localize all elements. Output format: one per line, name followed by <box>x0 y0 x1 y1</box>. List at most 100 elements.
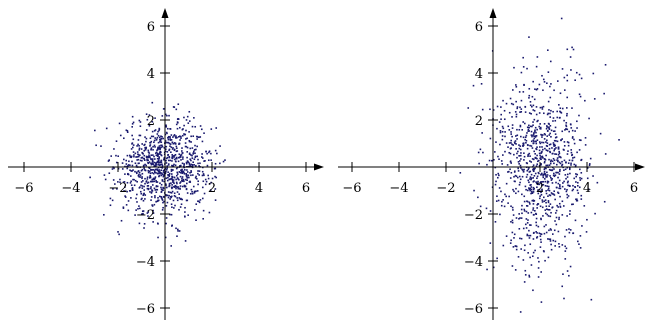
scatter-point <box>574 79 576 82</box>
scatter-point <box>172 155 174 157</box>
scatter-point <box>156 160 159 163</box>
scatter-point <box>536 56 539 58</box>
scatter-point <box>507 125 510 128</box>
scatter-point <box>548 147 551 150</box>
scatter-point <box>156 168 158 170</box>
scatter-point <box>149 191 151 193</box>
scatter-point <box>547 215 550 217</box>
scatter-point <box>516 107 519 110</box>
scatter-point <box>171 176 174 179</box>
scatter-point <box>168 185 170 188</box>
scatter-point <box>514 140 517 142</box>
scatter-point <box>149 137 152 140</box>
scatter-point <box>177 228 179 231</box>
scatter-point <box>137 139 140 141</box>
scatter-point <box>576 189 579 192</box>
scatter-point <box>170 177 173 180</box>
scatter-point <box>547 100 550 103</box>
scatter-point <box>565 124 567 127</box>
scatter-point <box>103 213 105 216</box>
scatter-point <box>151 161 154 163</box>
scatter-point <box>558 179 561 182</box>
scatter-point <box>168 175 171 178</box>
scatter-point <box>545 174 547 176</box>
scatter-point <box>563 119 565 122</box>
scatter-point <box>128 190 131 192</box>
scatter-point <box>563 169 565 171</box>
scatter-point <box>129 175 132 177</box>
scatter-point <box>538 260 540 263</box>
scatter-point <box>559 116 561 119</box>
scatter-point <box>513 237 515 239</box>
scatter-point <box>520 71 523 74</box>
scatter-point <box>174 153 177 156</box>
scatter-point <box>580 198 583 200</box>
scatter-point <box>561 130 564 133</box>
scatter-point <box>532 214 535 216</box>
scatter-point <box>550 248 553 251</box>
scatter-point <box>154 195 156 197</box>
scatter-point <box>183 124 185 127</box>
scatter-point <box>159 172 161 175</box>
scatter-point <box>534 136 537 138</box>
scatter-point <box>197 158 199 161</box>
scatter-point <box>513 141 516 144</box>
scatter-point <box>179 187 181 190</box>
scatter-point <box>536 177 538 180</box>
scatter-point <box>495 200 498 202</box>
scatter-point <box>571 153 574 156</box>
scatter-point <box>158 164 161 167</box>
scatter-point <box>480 83 483 85</box>
scatter-point <box>175 181 178 184</box>
scatter-point <box>155 191 158 193</box>
scatter-point <box>500 160 503 162</box>
scatter-point <box>513 190 515 193</box>
scatter-point <box>203 132 205 134</box>
scatter-point <box>536 157 538 160</box>
scatter-point <box>167 153 170 156</box>
scatter-point <box>162 206 164 209</box>
scatter-point <box>533 168 535 171</box>
scatter-point <box>171 187 173 190</box>
scatter-point <box>526 67 528 70</box>
scatter-point <box>197 180 200 183</box>
scatter-point <box>126 129 129 132</box>
scatter-point <box>566 114 568 117</box>
scatter-point <box>558 187 560 190</box>
scatter-point <box>173 176 176 179</box>
scatter-point <box>535 65 538 68</box>
scatter-point <box>572 232 575 234</box>
y-tick-label: 6 <box>147 20 155 35</box>
scatter-point <box>202 180 205 183</box>
scatter-point <box>192 161 194 164</box>
scatter-point <box>536 232 538 234</box>
scatter-point <box>542 180 545 183</box>
scatter-point <box>150 199 152 201</box>
scatter-point <box>181 177 183 180</box>
scatter-point <box>178 193 180 195</box>
scatter-point <box>204 183 207 186</box>
scatter-point <box>539 123 541 125</box>
scatter-point <box>142 157 145 160</box>
scatter-point <box>121 168 124 170</box>
scatter-point <box>156 133 159 135</box>
scatter-point <box>580 139 582 142</box>
scatter-point <box>530 264 533 266</box>
scatter-point <box>198 200 200 203</box>
scatter-point <box>176 191 179 193</box>
scatter-point <box>166 186 168 189</box>
scatter-point <box>188 163 191 166</box>
scatter-point <box>546 125 548 127</box>
scatter-point <box>173 192 176 195</box>
scatter-point <box>572 188 575 191</box>
scatter-point <box>170 146 173 149</box>
scatter-point <box>510 171 513 174</box>
scatter-point <box>522 144 525 146</box>
scatter-point <box>173 195 176 197</box>
scatter-point <box>566 74 568 77</box>
scatter-point <box>564 188 566 190</box>
scatter-point <box>486 163 488 166</box>
scatter-point <box>561 244 564 246</box>
scatter-point <box>160 153 162 156</box>
scatter-point <box>563 141 566 143</box>
